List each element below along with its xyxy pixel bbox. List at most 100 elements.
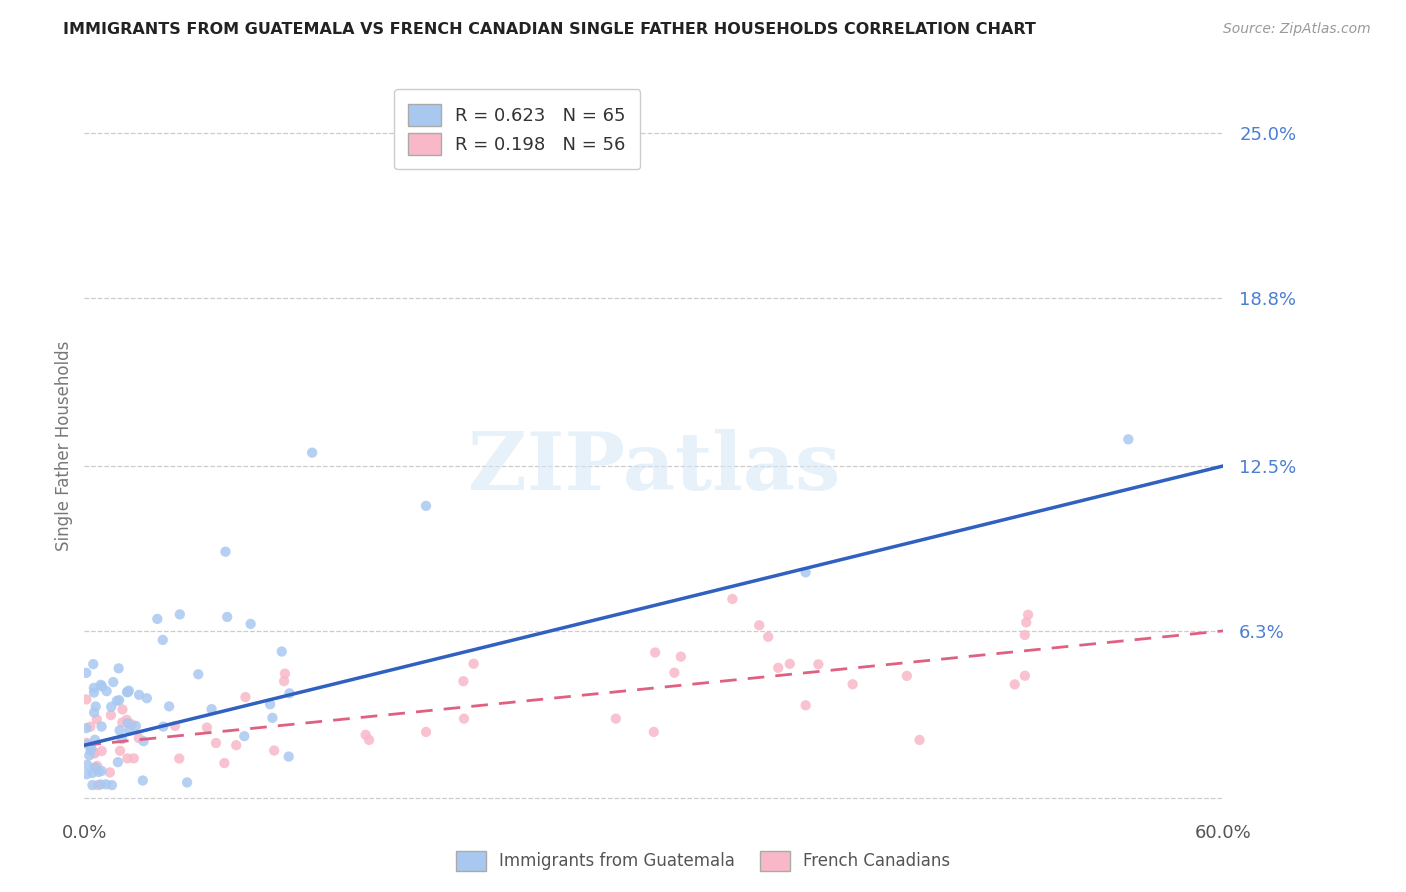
Point — [107, 661, 129, 675]
Point — [794, 698, 817, 713]
Point — [239, 616, 262, 631]
Point — [176, 775, 198, 789]
Point — [807, 657, 830, 672]
Point — [90, 720, 112, 734]
Point — [108, 693, 131, 707]
Point — [779, 657, 801, 671]
Point — [90, 764, 112, 778]
Point — [157, 699, 180, 714]
Point — [76, 758, 98, 772]
Point — [205, 736, 228, 750]
Point — [84, 699, 107, 714]
Point — [169, 607, 191, 622]
Legend: R = 0.623   N = 65, R = 0.198   N = 56: R = 0.623 N = 65, R = 0.198 N = 56 — [394, 89, 640, 169]
Point — [278, 686, 301, 700]
Point — [214, 756, 236, 770]
Point — [122, 751, 145, 765]
Point — [115, 685, 138, 699]
Point — [75, 721, 97, 735]
Point — [128, 688, 150, 702]
Point — [453, 712, 475, 726]
Point — [135, 691, 157, 706]
Point — [100, 699, 122, 714]
Point — [235, 690, 257, 704]
Point — [273, 674, 295, 689]
Point — [214, 544, 236, 558]
Point — [669, 649, 692, 664]
Point — [270, 644, 292, 658]
Point — [80, 741, 103, 756]
Point — [233, 729, 256, 743]
Point — [83, 706, 105, 720]
Point — [82, 766, 104, 780]
Point — [721, 591, 744, 606]
Point — [1015, 615, 1038, 630]
Point — [76, 767, 98, 781]
Point — [146, 612, 169, 626]
Point — [94, 777, 117, 791]
Point — [415, 499, 437, 513]
Point — [121, 717, 143, 731]
Point — [87, 764, 110, 779]
Point — [82, 657, 104, 672]
Point — [200, 702, 222, 716]
Point — [107, 755, 129, 769]
Point — [908, 732, 931, 747]
Point — [1004, 677, 1026, 691]
Point — [115, 713, 138, 727]
Point — [111, 702, 134, 716]
Point — [117, 751, 139, 765]
Point — [463, 657, 485, 671]
Point — [415, 725, 437, 739]
Point — [86, 712, 108, 726]
Point — [75, 665, 97, 680]
Point — [301, 445, 323, 459]
Point — [118, 683, 141, 698]
Point — [453, 674, 475, 689]
Point — [100, 708, 122, 723]
Point — [1014, 669, 1036, 683]
Point — [643, 725, 665, 739]
Point — [96, 684, 118, 698]
Point — [108, 723, 131, 738]
Point — [1118, 433, 1140, 447]
Point — [83, 681, 105, 695]
Point — [76, 737, 98, 751]
Point — [91, 680, 114, 694]
Point — [105, 694, 128, 708]
Point — [118, 723, 141, 738]
Point — [262, 711, 284, 725]
Point — [84, 732, 107, 747]
Point — [103, 675, 125, 690]
Point — [187, 667, 209, 681]
Point — [152, 720, 174, 734]
Point — [605, 712, 627, 726]
Point — [152, 632, 174, 647]
Point — [90, 744, 112, 758]
Point — [766, 661, 789, 675]
Text: IMMIGRANTS FROM GUATEMALA VS FRENCH CANADIAN SINGLE FATHER HOUSEHOLDS CORRELATIO: IMMIGRANTS FROM GUATEMALA VS FRENCH CANA… — [63, 22, 1036, 37]
Point — [101, 778, 124, 792]
Point — [86, 759, 108, 773]
Y-axis label: Single Father Households: Single Father Households — [55, 341, 73, 551]
Point — [111, 731, 134, 746]
Point — [163, 719, 186, 733]
Point — [259, 698, 281, 712]
Point — [132, 773, 155, 788]
Point — [125, 719, 148, 733]
Point — [217, 610, 239, 624]
Point — [748, 618, 770, 632]
Point — [644, 645, 666, 659]
Point — [98, 765, 121, 780]
Text: Source: ZipAtlas.com: Source: ZipAtlas.com — [1223, 22, 1371, 37]
Point — [263, 743, 285, 757]
Point — [756, 630, 779, 644]
Point — [277, 749, 299, 764]
Point — [75, 692, 97, 706]
Point — [841, 677, 863, 691]
Point — [225, 738, 247, 752]
Point — [77, 748, 100, 763]
Point — [84, 761, 107, 775]
Point — [274, 666, 297, 681]
Point — [82, 778, 104, 792]
